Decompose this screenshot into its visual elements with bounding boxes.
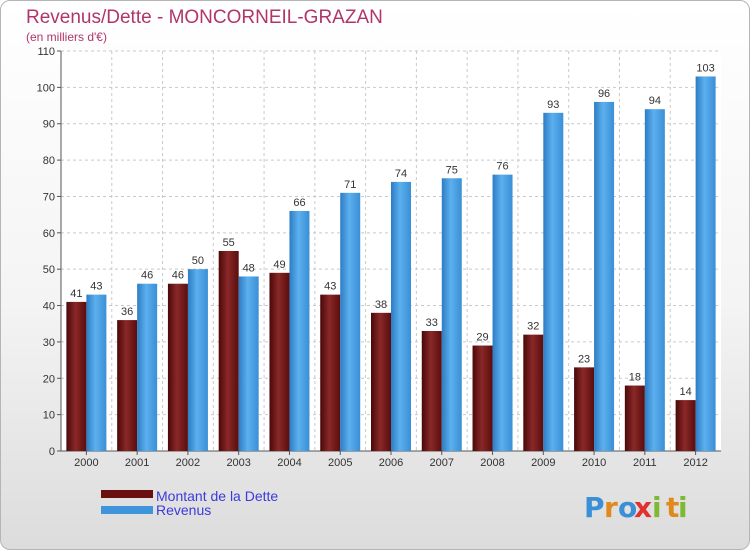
- bar-revenus-2001: [137, 283, 158, 451]
- bar-revenus-2004: [289, 211, 310, 451]
- value-label-dette-2012: 14: [679, 386, 691, 398]
- x-tick-label: 2012: [683, 457, 707, 469]
- value-label-revenus-2011: 94: [649, 95, 661, 107]
- value-label-dette-2005: 43: [324, 281, 336, 293]
- logo-letter: P: [584, 491, 605, 524]
- bars: [66, 76, 716, 452]
- bar-dette-2001: [117, 320, 138, 451]
- x-tick-label: 2003: [226, 457, 250, 469]
- bar-revenus-2012: [695, 76, 716, 452]
- x-tick-label: 2008: [480, 457, 504, 469]
- y-tick-label: 0: [49, 446, 55, 458]
- y-tick-label: 70: [43, 191, 55, 203]
- bar-dette-2005: [320, 294, 341, 451]
- value-label-revenus-2007: 75: [446, 164, 458, 176]
- logo-letter: i: [652, 491, 662, 524]
- logo-letter: t: [666, 491, 679, 524]
- y-tick-label: 90: [43, 119, 55, 131]
- value-label-dette-2003: 55: [223, 237, 235, 249]
- bar-revenus-2005: [340, 192, 361, 451]
- legend-label-revenus: Revenus: [156, 502, 211, 518]
- value-label-dette-2007: 33: [426, 317, 438, 329]
- value-label-dette-2000: 41: [70, 288, 82, 300]
- bar-dette-2008: [472, 345, 493, 451]
- bar-revenus-2006: [391, 181, 411, 451]
- y-tick-label: 100: [37, 82, 55, 94]
- bar-revenus-2000: [86, 294, 107, 451]
- value-label-dette-2004: 49: [273, 259, 285, 271]
- value-label-revenus-2001: 46: [141, 270, 153, 282]
- x-tick-label: 2004: [277, 457, 301, 469]
- logo-letter: x: [634, 491, 652, 524]
- y-tick-label: 60: [43, 228, 55, 240]
- chart-title: Revenus/Dette - MONCORNEIL-GRAZAN: [26, 7, 383, 28]
- bar-revenus-2009: [543, 112, 564, 452]
- value-label-revenus-2005: 71: [344, 179, 356, 191]
- value-label-revenus-2004: 66: [293, 197, 305, 209]
- y-tick-label: 20: [43, 373, 55, 385]
- bar-dette-2006: [371, 312, 391, 451]
- value-label-revenus-2006: 74: [395, 168, 407, 180]
- logo-letter: r: [604, 491, 618, 524]
- value-label-dette-2009: 32: [527, 321, 539, 333]
- bar-dette-2002: [167, 283, 188, 451]
- value-label-dette-2002: 46: [172, 270, 184, 282]
- x-tick-label: 2002: [176, 457, 200, 469]
- x-tick-label: 2001: [125, 457, 149, 469]
- bar-revenus-2003: [238, 276, 259, 451]
- y-tick-label: 80: [43, 155, 55, 167]
- x-tick-label: 2000: [74, 457, 98, 469]
- y-tick-label: 50: [43, 264, 55, 276]
- value-label-dette-2006: 38: [375, 299, 387, 311]
- y-tick-label: 110: [37, 46, 55, 58]
- value-label-dette-2010: 23: [578, 353, 590, 365]
- x-tick-label: 2007: [430, 457, 454, 469]
- legend-swatch-revenus: [101, 506, 153, 514]
- value-label-revenus-2003: 48: [243, 262, 255, 274]
- value-label-dette-2011: 18: [629, 372, 641, 384]
- value-label-revenus-2009: 93: [547, 99, 559, 111]
- bar-revenus-2011: [644, 109, 665, 451]
- bar-dette-2007: [421, 331, 442, 451]
- value-label-revenus-2010: 96: [598, 88, 610, 100]
- bar-dette-2012: [675, 400, 696, 451]
- value-label-revenus-2008: 76: [496, 161, 508, 173]
- bar-revenus-2002: [187, 269, 208, 451]
- y-tick-label: 10: [43, 410, 55, 422]
- value-label-dette-2001: 36: [121, 306, 133, 318]
- bar-dette-2010: [574, 367, 595, 451]
- legend-label-dette: Montant de la Dette: [156, 488, 278, 504]
- bar-revenus-2008: [492, 174, 513, 452]
- logo-letter: o: [618, 491, 637, 524]
- value-label-revenus-2002: 50: [192, 255, 204, 267]
- x-tick-label: 2011: [633, 457, 657, 469]
- data-labels: 41 43 36 46 46 50 55 48 49 66 43 71 38 74 33 75 29 76 32 93…: [70, 62, 715, 398]
- y-tick-label: 30: [43, 337, 55, 349]
- value-label-revenus-2000: 43: [90, 281, 102, 293]
- bar-dette-2009: [523, 334, 544, 451]
- bar-revenus-2010: [594, 101, 615, 451]
- value-label-dette-2008: 29: [476, 332, 488, 344]
- x-tick-label: 2006: [379, 457, 403, 469]
- bar-revenus-2007: [441, 178, 462, 452]
- x-tick-label: 2009: [531, 457, 555, 469]
- bar-dette-2003: [218, 251, 239, 451]
- bar-dette-2000: [66, 301, 87, 451]
- legend-swatch-dette: [101, 490, 153, 498]
- logo-letter: i: [678, 491, 688, 524]
- bar-dette-2011: [624, 385, 645, 451]
- x-tick-label: 2010: [582, 457, 606, 469]
- value-label-revenus-2012: 103: [696, 62, 714, 74]
- y-tick-label: 40: [43, 301, 55, 313]
- chart-subtitle: (en milliers d'€): [26, 30, 107, 44]
- legend: Montant de la Dette Revenus: [101, 488, 278, 518]
- bar-dette-2004: [269, 272, 290, 451]
- x-tick-label: 2005: [328, 457, 352, 469]
